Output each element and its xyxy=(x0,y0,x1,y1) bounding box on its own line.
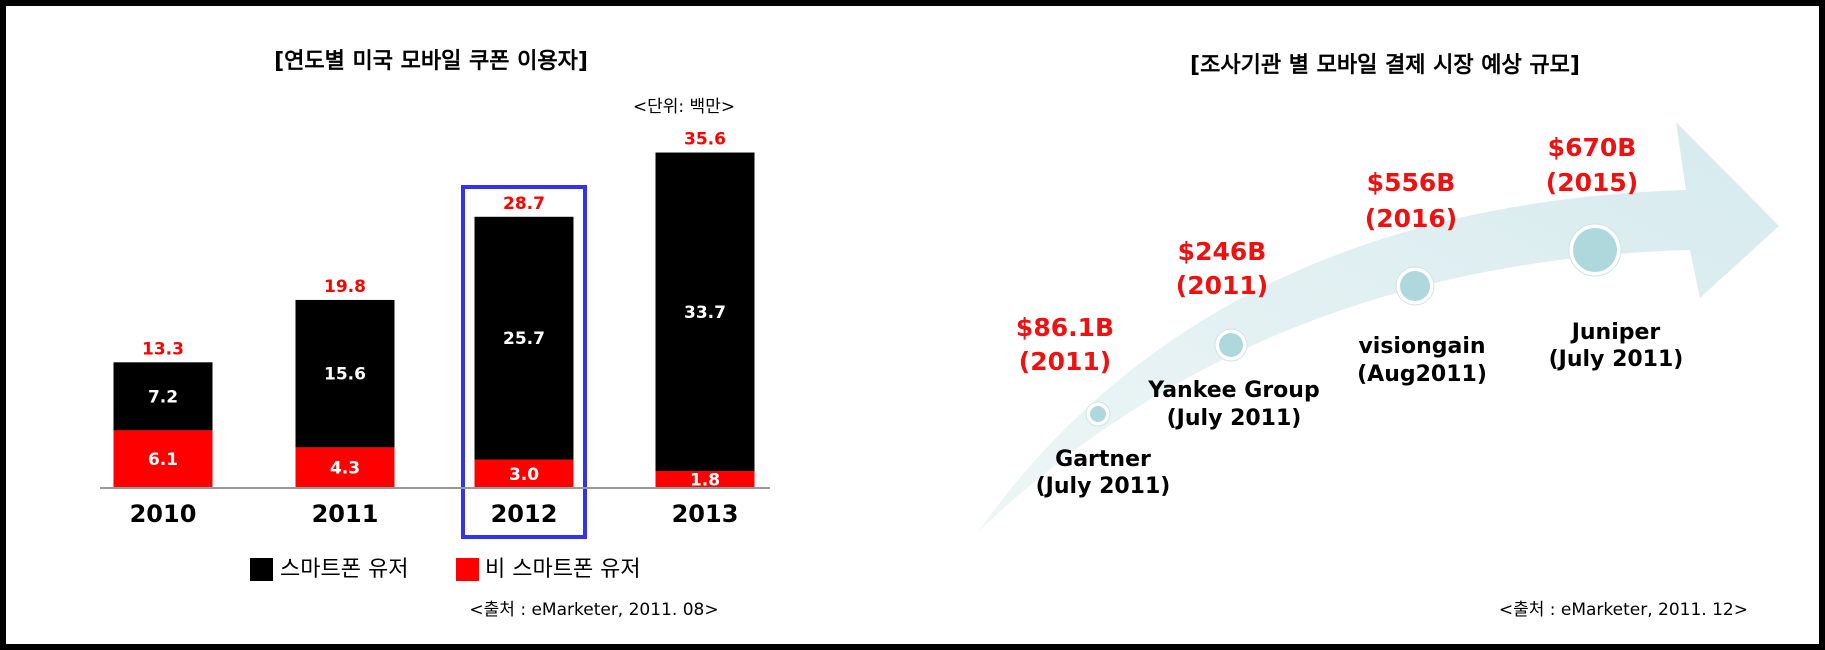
bar-segment xyxy=(295,447,395,488)
bar-segment xyxy=(295,299,395,448)
org: Gartner xyxy=(1055,447,1151,472)
source: <출처 : eMarketer, 2011. 12> xyxy=(1499,600,1748,620)
legend-label: 비 스마트폰 유저 xyxy=(485,557,641,582)
amount-year: (2011) xyxy=(1176,271,1268,300)
bar-segment xyxy=(474,216,574,460)
source: <출처 : eMarketer, 2011. 08> xyxy=(469,600,718,620)
total-label: 28.7 xyxy=(503,194,545,214)
value-label: 33.7 xyxy=(684,303,726,323)
value-label: 6.1 xyxy=(148,450,178,470)
value-label: 4.3 xyxy=(330,459,360,479)
amount: $556B xyxy=(1367,168,1456,197)
x-tick-label: 2013 xyxy=(672,500,739,528)
bar-segment xyxy=(655,470,755,488)
diagram-title: [조사기관 별 모바일 결제 시장 예상 규모] xyxy=(1190,53,1580,78)
value-label: 1.8 xyxy=(690,470,720,490)
value-label: 25.7 xyxy=(503,329,545,349)
value-label: 3.0 xyxy=(509,465,539,485)
amount: $246B xyxy=(1178,237,1267,266)
total-label: 13.3 xyxy=(142,339,184,359)
x-tick-label: 2012 xyxy=(491,500,558,528)
amount: $670B xyxy=(1548,133,1637,162)
amount-year: (2015) xyxy=(1546,168,1638,197)
amount-year: (2016) xyxy=(1365,204,1457,233)
legend-swatch xyxy=(250,558,273,581)
org-date: (July 2011) xyxy=(1167,406,1302,431)
org-date: (July 2011) xyxy=(1549,347,1684,372)
node xyxy=(1090,406,1106,422)
org-date: (Aug2011) xyxy=(1357,362,1487,387)
bar-segment xyxy=(655,152,755,471)
legend-swatch xyxy=(456,558,479,581)
x-tick-label: 2011 xyxy=(312,500,379,528)
value-label: 7.2 xyxy=(148,387,178,407)
org-date: (July 2011) xyxy=(1036,474,1171,499)
org: Juniper xyxy=(1570,320,1661,345)
bar-segment xyxy=(113,430,213,488)
org: Yankee Group xyxy=(1147,378,1319,403)
amount-year: (2011) xyxy=(1019,347,1111,376)
node xyxy=(1219,333,1243,357)
growth-arrow xyxy=(978,122,1779,532)
unit-label: <단위: 백만> xyxy=(633,97,735,117)
x-tick-label: 2010 xyxy=(130,500,197,528)
total-label: 35.6 xyxy=(684,130,726,150)
node xyxy=(1400,271,1430,301)
highlight-box xyxy=(461,185,587,539)
amount: $86.1B xyxy=(1016,313,1114,342)
chart-title: [연도별 미국 모바일 쿠폰 이용자] xyxy=(274,49,588,74)
node xyxy=(1573,228,1617,272)
total-label: 19.8 xyxy=(324,277,366,297)
org: visiongain xyxy=(1358,334,1485,359)
value-label: 15.6 xyxy=(324,365,366,385)
legend-label: 스마트폰 유저 xyxy=(280,557,408,582)
bar-segment xyxy=(113,362,213,431)
bar-segment xyxy=(474,459,574,488)
